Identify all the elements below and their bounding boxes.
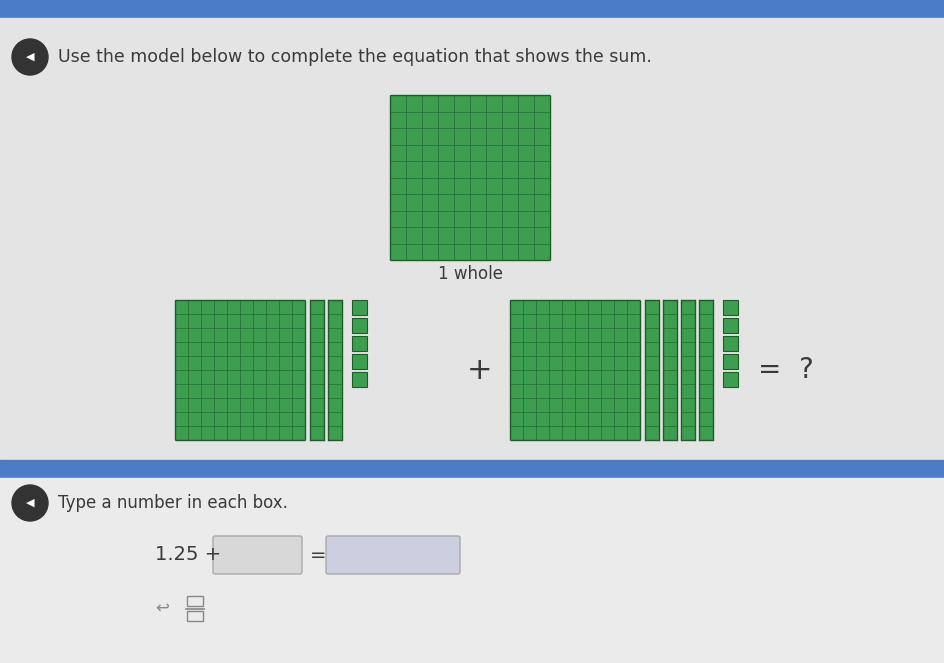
Bar (723, 372, 738, 387)
Bar (175, 300, 305, 440)
Bar (663, 300, 677, 440)
Circle shape (12, 39, 48, 75)
Bar (681, 300, 695, 440)
Bar (723, 336, 738, 351)
Bar (510, 300, 640, 440)
Bar (0, 460, 944, 478)
Text: ◀: ◀ (25, 498, 34, 508)
Bar (352, 336, 367, 351)
Bar (352, 354, 367, 369)
Bar (723, 318, 738, 333)
Bar (723, 318, 738, 333)
Bar (310, 300, 324, 440)
Bar (390, 95, 550, 260)
Bar (328, 300, 342, 440)
Bar (0, 18, 944, 460)
Bar (723, 300, 738, 315)
FancyBboxPatch shape (213, 536, 302, 574)
Bar (352, 372, 367, 387)
Circle shape (12, 485, 48, 521)
Bar (723, 354, 738, 369)
Bar (352, 300, 367, 315)
Bar (723, 354, 738, 369)
Text: Type a number in each box.: Type a number in each box. (58, 494, 288, 512)
FancyBboxPatch shape (326, 536, 460, 574)
Bar (187, 596, 203, 606)
Text: 1 whole: 1 whole (437, 265, 502, 283)
Bar (352, 372, 367, 387)
Bar (352, 354, 367, 369)
Bar (187, 611, 203, 621)
Bar (352, 300, 367, 315)
Bar (723, 300, 738, 315)
Bar (0, 478, 944, 663)
Text: =: = (310, 546, 327, 564)
Bar (352, 318, 367, 333)
Text: ↩: ↩ (155, 599, 169, 617)
Bar (699, 300, 713, 440)
Bar (352, 336, 367, 351)
Bar (645, 300, 659, 440)
Bar (352, 318, 367, 333)
Text: ◀: ◀ (25, 52, 34, 62)
Text: Use the model below to complete the equation that shows the sum.: Use the model below to complete the equa… (58, 48, 652, 66)
Text: 1.25 +: 1.25 + (155, 546, 221, 564)
Text: +: + (467, 355, 493, 385)
Text: =  ?: = ? (758, 356, 814, 384)
Bar (723, 336, 738, 351)
Bar (723, 372, 738, 387)
